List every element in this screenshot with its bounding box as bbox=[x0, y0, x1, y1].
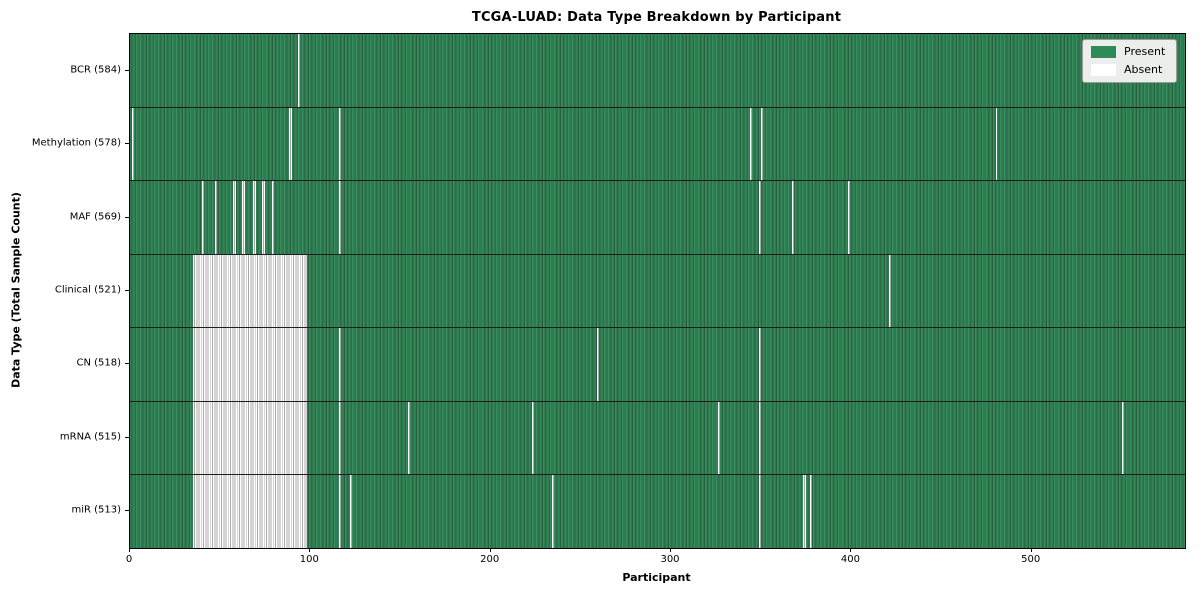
absent-segment bbox=[1121, 401, 1124, 475]
absent-segment bbox=[297, 34, 300, 107]
x-tick-label: 0 bbox=[125, 554, 133, 565]
heatmap-row-cn bbox=[130, 328, 1185, 402]
x-tick-label: 300 bbox=[660, 554, 680, 565]
y-tick-label: miR (513) bbox=[71, 504, 121, 516]
absent-segment bbox=[339, 401, 341, 475]
y-tick-mark bbox=[125, 217, 129, 218]
absent-segment bbox=[407, 401, 410, 475]
absent-segment bbox=[532, 401, 534, 475]
heatmap-row-methylation bbox=[130, 107, 1185, 182]
plot-area bbox=[129, 33, 1186, 549]
y-tick-mark bbox=[125, 70, 129, 71]
x-tick-label: 400 bbox=[840, 554, 860, 565]
absent-segment bbox=[272, 181, 275, 254]
absent-segment bbox=[759, 181, 762, 254]
absent-segment bbox=[193, 401, 307, 475]
legend-item-present: Present bbox=[1091, 46, 1168, 58]
y-tick-mark bbox=[125, 510, 129, 511]
x-tick-label: 200 bbox=[480, 554, 500, 565]
y-tick-label: mRNA (515) bbox=[59, 431, 121, 443]
absent-segment bbox=[241, 181, 246, 254]
absent-segment bbox=[717, 401, 720, 475]
absent-segment bbox=[214, 181, 217, 254]
x-tick-label: 500 bbox=[1021, 554, 1041, 565]
x-tick-mark bbox=[1031, 548, 1032, 552]
absent-segment bbox=[252, 181, 257, 254]
chart-title: TCGA-LUAD: Data Type Breakdown by Partic… bbox=[471, 10, 842, 25]
x-tick-label: 100 bbox=[299, 554, 319, 565]
heatmap-row-bcr bbox=[130, 34, 1185, 108]
y-tick-mark bbox=[125, 437, 129, 438]
absent-segment bbox=[339, 107, 341, 181]
absent-segment bbox=[759, 475, 762, 549]
legend-item-absent: Absent bbox=[1091, 64, 1168, 76]
y-tick-label: Clinical (521) bbox=[54, 284, 121, 296]
absent-segment bbox=[889, 254, 892, 328]
x-tick-mark bbox=[129, 548, 130, 552]
absent-segment bbox=[202, 181, 204, 254]
absent-segment bbox=[552, 475, 554, 549]
heatmap-row-clinical bbox=[130, 254, 1185, 329]
legend-label: Absent bbox=[1124, 63, 1163, 76]
y-tick-label: BCR (584) bbox=[70, 64, 121, 76]
x-axis-label: Participant bbox=[622, 571, 691, 584]
absent-segment bbox=[131, 107, 134, 181]
x-tick-mark bbox=[490, 548, 491, 552]
absent-segment bbox=[288, 107, 293, 181]
y-tick-mark bbox=[125, 290, 129, 291]
absent-segment bbox=[995, 107, 998, 181]
absent-segment bbox=[750, 107, 753, 181]
absent-segment bbox=[761, 107, 763, 181]
heatmap-row-mir bbox=[130, 475, 1185, 549]
heatmap-row-maf bbox=[130, 181, 1185, 255]
absent-segment bbox=[802, 475, 807, 549]
absent-segment bbox=[759, 401, 762, 475]
legend: Present Absent bbox=[1082, 39, 1177, 83]
absent-segment bbox=[339, 475, 341, 549]
legend-label: Present bbox=[1124, 45, 1166, 58]
absent-segment bbox=[193, 328, 307, 401]
x-tick-mark bbox=[850, 548, 851, 552]
y-tick-mark bbox=[125, 363, 129, 364]
absent-segment bbox=[339, 181, 341, 254]
y-tick-label: CN (518) bbox=[76, 357, 121, 369]
absent-segment bbox=[339, 328, 341, 401]
legend-swatch-present bbox=[1091, 46, 1116, 58]
absent-segment bbox=[193, 254, 307, 328]
absent-segment bbox=[261, 181, 266, 254]
x-tick-mark bbox=[670, 548, 671, 552]
x-tick-mark bbox=[309, 548, 310, 552]
y-tick-label: MAF (569) bbox=[69, 211, 121, 223]
legend-swatch-absent bbox=[1091, 64, 1116, 76]
absent-segment bbox=[232, 181, 237, 254]
absent-segment bbox=[350, 475, 352, 549]
absent-segment bbox=[809, 475, 812, 549]
heatmap-row-mrna bbox=[130, 401, 1185, 476]
absent-segment bbox=[759, 328, 762, 401]
absent-segment bbox=[791, 181, 794, 254]
absent-segment bbox=[847, 181, 850, 254]
y-tick-mark bbox=[125, 143, 129, 144]
absent-segment bbox=[597, 328, 599, 401]
absent-segment bbox=[193, 475, 307, 549]
y-tick-label: Methylation (578) bbox=[31, 137, 121, 149]
